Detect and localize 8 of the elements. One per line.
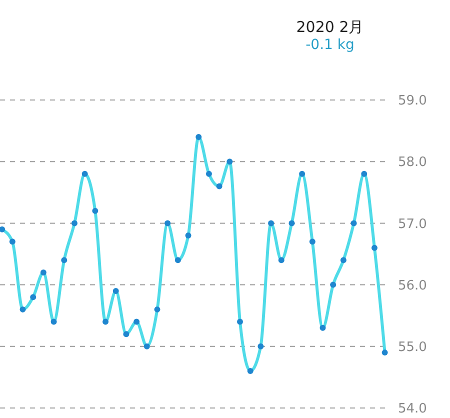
y-tick-label: 59.0 bbox=[398, 94, 427, 109]
y-tick-label: 56.0 bbox=[398, 278, 427, 294]
y-tick-label: 58.0 bbox=[398, 155, 427, 170]
y-tick-label: 57.0 bbox=[398, 216, 427, 232]
y-tick-label: 54.0 bbox=[398, 402, 427, 417]
chart-title: 2020 2月 bbox=[295, 18, 365, 37]
y-tick-label: 55.0 bbox=[398, 340, 427, 356]
chart-subtitle: -0.1 kg bbox=[304, 37, 356, 53]
